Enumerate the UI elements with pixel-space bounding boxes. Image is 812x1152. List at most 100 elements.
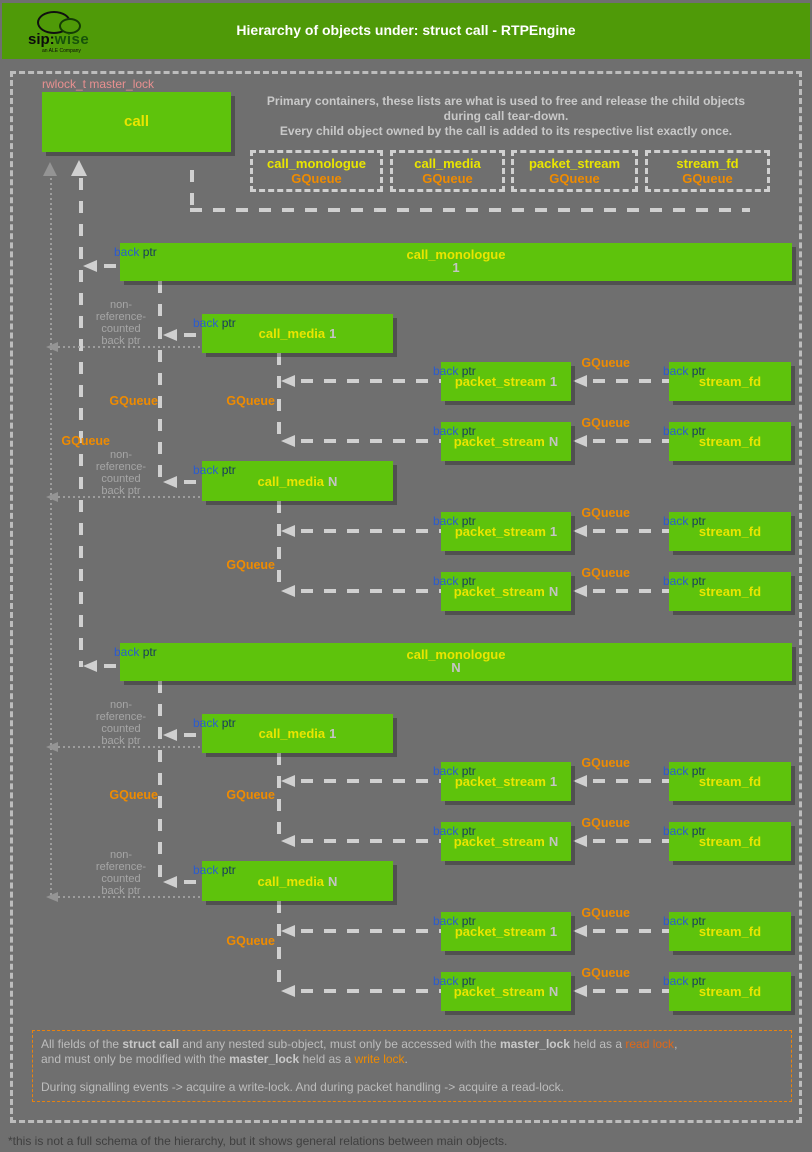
node-call-monologue-1: call_monologue 1: [120, 243, 792, 281]
node-call-media-1: call_media 1: [202, 314, 393, 353]
intro-line-3: Every child object owned by the call is …: [279, 124, 733, 138]
logo-text: sip:wise: [28, 31, 90, 48]
arrow-up-icon: [43, 162, 57, 176]
back-ptr-label: back ptr: [663, 364, 706, 378]
arrow-left-icon: [573, 835, 587, 847]
gqueue-label: GQueue: [226, 934, 275, 948]
arrow-left-icon: [281, 835, 295, 847]
dotted-backptr-line: [58, 746, 202, 748]
page-title: Hierarchy of objects under: struct call …: [236, 22, 576, 38]
nonref-label: non-reference-counted back ptr: [95, 849, 147, 897]
header-bar: sip:wise an ALE Company: [2, 3, 810, 59]
legend-spacer: [41, 1067, 783, 1080]
arrow-left-icon: [281, 775, 295, 787]
node-call: call: [42, 92, 231, 152]
arrow-left-icon: [46, 492, 58, 502]
node-title: call_monologue: [406, 647, 506, 662]
container-name: call_media: [414, 156, 481, 171]
arrow-left-icon: [281, 435, 295, 447]
arrow-left-icon: [163, 729, 177, 741]
back-ptr-label: back ptr: [433, 824, 476, 838]
back-ptr-label: back ptr: [663, 764, 706, 778]
node-packet-stream-n: packet_stream N: [441, 422, 571, 461]
back-ptr-label: back ptr: [433, 424, 476, 438]
back-ptr-label: back ptr: [663, 424, 706, 438]
footer-note: *this is not a full schema of the hierar…: [8, 1134, 508, 1148]
speech-bubble-small-icon: [59, 18, 81, 34]
node-stream-fd: stream_fd: [669, 822, 791, 861]
arrow-left-icon: [83, 260, 97, 272]
media-queue-spine: [158, 281, 162, 482]
arrow-left-icon: [573, 525, 587, 537]
back-ptr-label: back ptr: [433, 914, 476, 928]
node-index: N: [451, 660, 461, 675]
container-queue: GQueue: [291, 171, 342, 186]
packet-queue-spine: [277, 353, 281, 441]
arrow-left-icon: [163, 329, 177, 341]
container-queue: GQueue: [682, 171, 733, 186]
gqueue-label: GQueue: [581, 906, 630, 920]
backptr-line: [301, 839, 441, 843]
legend-line-2: and must only be modified with the maste…: [41, 1052, 408, 1066]
gqueue-label: GQueue: [581, 966, 630, 980]
arrow-left-icon: [46, 892, 58, 902]
node-index: 1: [452, 260, 460, 275]
packet-queue-spine: [277, 753, 281, 841]
backptr-dash: [184, 480, 196, 484]
gqueue-label: GQueue: [226, 558, 275, 572]
backptr-dash: [104, 264, 116, 268]
container-queue: GQueue: [422, 171, 473, 186]
back-ptr-label: back ptr: [663, 824, 706, 838]
container-call-media: call_media GQueue: [390, 150, 505, 192]
back-ptr-label: back ptr: [663, 514, 706, 528]
arrow-left-icon: [573, 435, 587, 447]
container-call-monologue: call_monologue GQueue: [250, 150, 383, 192]
back-ptr-label: back ptr: [193, 863, 236, 877]
gqueue-label: GQueue: [109, 788, 158, 802]
arrow-left-icon: [281, 525, 295, 537]
node-call-media-n: call_media N: [202, 461, 393, 501]
queue-line: [593, 929, 669, 933]
node-call-monologue-n: call_monologue N: [120, 643, 792, 681]
queue-line: [593, 379, 669, 383]
container-name: call_monologue: [267, 156, 366, 171]
node-stream-fd: stream_fd: [669, 512, 791, 551]
container-stream-fd: stream_fd GQueue: [645, 150, 770, 192]
connector-line: [190, 170, 194, 210]
gqueue-label: GQueue: [581, 816, 630, 830]
master-lock-label: rwlock_t master_lock: [42, 77, 155, 91]
gqueue-label: GQueue: [581, 506, 630, 520]
legend-box: All fields of the struct call and any ne…: [32, 1030, 792, 1102]
node-stream-fd: stream_fd: [669, 362, 791, 401]
backptr-line: [301, 929, 441, 933]
arrow-left-icon: [83, 660, 97, 672]
logo-tagline: an ALE Company: [42, 48, 81, 54]
back-ptr-label: back ptr: [663, 914, 706, 928]
node-call-media-n: call_media N: [202, 861, 393, 901]
back-ptr-label: back ptr: [433, 364, 476, 378]
node-stream-fd: stream_fd: [669, 762, 791, 801]
back-ptr-label: back ptr: [193, 316, 236, 330]
node-stream-fd: stream_fd: [669, 572, 791, 611]
queue-line: [593, 589, 669, 593]
gqueue-label: GQueue: [581, 416, 630, 430]
backptr-dash: [184, 333, 196, 337]
intro-text: Primary containers, these lists are what…: [246, 94, 766, 139]
gqueue-label: GQueue: [581, 756, 630, 770]
arrow-up-icon: [71, 160, 87, 176]
back-ptr-label: back ptr: [663, 574, 706, 588]
node-stream-fd: stream_fd: [669, 912, 791, 951]
gqueue-label: GQueue: [581, 566, 630, 580]
back-ptr-label: back ptr: [433, 574, 476, 588]
back-ptr-label: back ptr: [433, 764, 476, 778]
arrow-left-icon: [573, 925, 587, 937]
legend-line-1: All fields of the struct call and any ne…: [41, 1037, 678, 1051]
arrow-left-icon: [281, 925, 295, 937]
node-packet-stream-1: packet_stream 1: [441, 512, 571, 551]
node-call-media-1: call_media 1: [202, 714, 393, 753]
node-packet-stream-n: packet_stream N: [441, 972, 571, 1011]
arrow-left-icon: [573, 585, 587, 597]
intro-line-1: Primary containers, these lists are what…: [266, 94, 746, 108]
backptr-line: [301, 589, 441, 593]
node-packet-stream-n: packet_stream N: [441, 572, 571, 611]
